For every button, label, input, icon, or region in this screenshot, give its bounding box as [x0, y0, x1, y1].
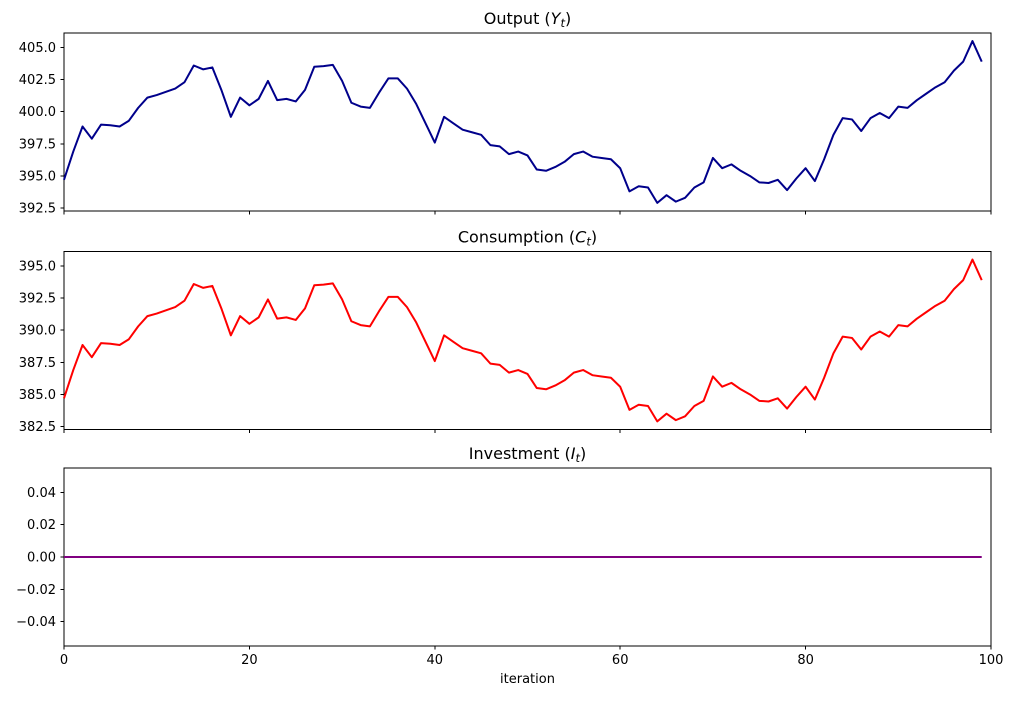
consumption-subplot: 382.5 385.0 387.5 390.0 392.5 395.0 Consumptio…: [19, 228, 992, 435]
output-y-tick-label: 402.5: [19, 73, 56, 88]
investment-subplot: −0.04 −0.02 0.00 0.02 0.04 0 20 40 60 80 100 Invest…: [16, 444, 1003, 668]
consumption-y-tick-label: 385.0: [19, 388, 56, 403]
investment-y-tick-label: 0.04: [27, 486, 56, 501]
output-y-tick-label: 392.5: [19, 202, 56, 217]
consumption-y-tick-label: 395.0: [19, 260, 56, 275]
x-tick-label: 40: [427, 653, 444, 668]
output-axes-frame: [63, 32, 992, 212]
output-y-tick-label: 397.5: [19, 137, 56, 152]
consumption-y-tick-label: 390.0: [19, 324, 56, 339]
consumption-line: [63, 258, 983, 423]
consumption-y-tick-label: 392.5: [19, 292, 56, 307]
consumption-title: Consumption (Ct): [458, 228, 597, 249]
output-line: [63, 40, 983, 204]
x-tick-label: 80: [797, 653, 814, 668]
consumption-axes-frame: [63, 251, 992, 430]
x-tick-label: 60: [612, 653, 629, 668]
output-title: Output (Yt): [484, 9, 571, 30]
output-subplot: 392.5 395.0 397.5 400.0 402.5 405.0 Output (Yt…: [19, 9, 992, 217]
investment-y-tick-label: 0.00: [27, 551, 56, 566]
investment-title: Investment (It): [469, 444, 586, 465]
investment-y-tick-label: −0.04: [16, 615, 56, 630]
x-tick-label: 0: [60, 653, 68, 668]
consumption-y-tick-label: 387.5: [19, 356, 56, 371]
x-tick-label: 100: [979, 653, 1004, 668]
investment-y-tick-label: −0.02: [16, 583, 56, 598]
output-y-tick-label: 400.0: [19, 105, 56, 120]
x-axis-label: iteration: [500, 672, 555, 687]
investment-y-tick-label: 0.02: [27, 518, 56, 533]
x-tick-label: 20: [241, 653, 258, 668]
output-y-tick-label: 405.0: [19, 41, 56, 56]
consumption-y-tick-label: 382.5: [19, 420, 56, 435]
output-y-tick-label: 395.0: [19, 169, 56, 184]
